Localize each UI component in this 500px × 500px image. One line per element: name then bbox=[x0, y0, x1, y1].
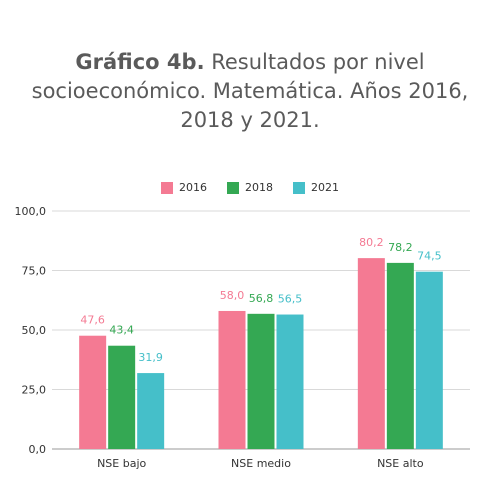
x-tick-label: NSE alto bbox=[377, 457, 424, 470]
chart-title-text: Resultados por nivel socioeconómico. Mat… bbox=[31, 50, 469, 132]
legend-item-2016: 2016 bbox=[161, 181, 207, 194]
y-tick-label: 75,0 bbox=[22, 265, 47, 278]
bar-2018 bbox=[108, 345, 136, 449]
y-tick-label: 25,0 bbox=[22, 384, 47, 397]
data-label: 56,8 bbox=[249, 292, 274, 305]
data-label: 58,0 bbox=[220, 289, 245, 302]
data-label: 47,6 bbox=[80, 314, 105, 327]
legend-item-2018: 2018 bbox=[227, 181, 273, 194]
data-label: 74,5 bbox=[417, 250, 442, 263]
bar-2016 bbox=[218, 310, 246, 449]
legend-swatch bbox=[161, 181, 173, 194]
legend-label: 2021 bbox=[311, 181, 339, 194]
bar-2018 bbox=[247, 313, 275, 449]
data-label: 31,9 bbox=[138, 351, 163, 364]
chart-title-bold: Gráfico 4b. bbox=[75, 50, 205, 74]
bar-2021 bbox=[276, 314, 304, 449]
bar-2021 bbox=[137, 373, 165, 449]
bar-2016 bbox=[79, 335, 107, 449]
legend-swatch bbox=[227, 181, 239, 194]
data-label: 78,2 bbox=[388, 241, 413, 254]
legend-label: 2016 bbox=[179, 181, 207, 194]
legend-swatch bbox=[293, 181, 305, 194]
legend: 2016 2018 2021 bbox=[0, 181, 500, 194]
chart-title: Gráfico 4b. Resultados por nivel socioec… bbox=[30, 48, 470, 135]
legend-item-2021: 2021 bbox=[293, 181, 339, 194]
data-label: 56,5 bbox=[278, 293, 303, 306]
legend-label: 2018 bbox=[245, 181, 273, 194]
bar-2016 bbox=[357, 258, 385, 449]
data-label: 43,4 bbox=[109, 324, 134, 337]
y-tick-label: 100,0 bbox=[15, 205, 47, 218]
y-tick-label: 0,0 bbox=[29, 443, 47, 456]
bar-2018 bbox=[386, 262, 414, 449]
x-tick-label: NSE medio bbox=[231, 457, 291, 470]
data-label: 80,2 bbox=[359, 236, 384, 249]
bar-2021 bbox=[415, 271, 443, 449]
y-tick-label: 50,0 bbox=[22, 324, 47, 337]
x-tick-label: NSE bajo bbox=[97, 457, 146, 470]
